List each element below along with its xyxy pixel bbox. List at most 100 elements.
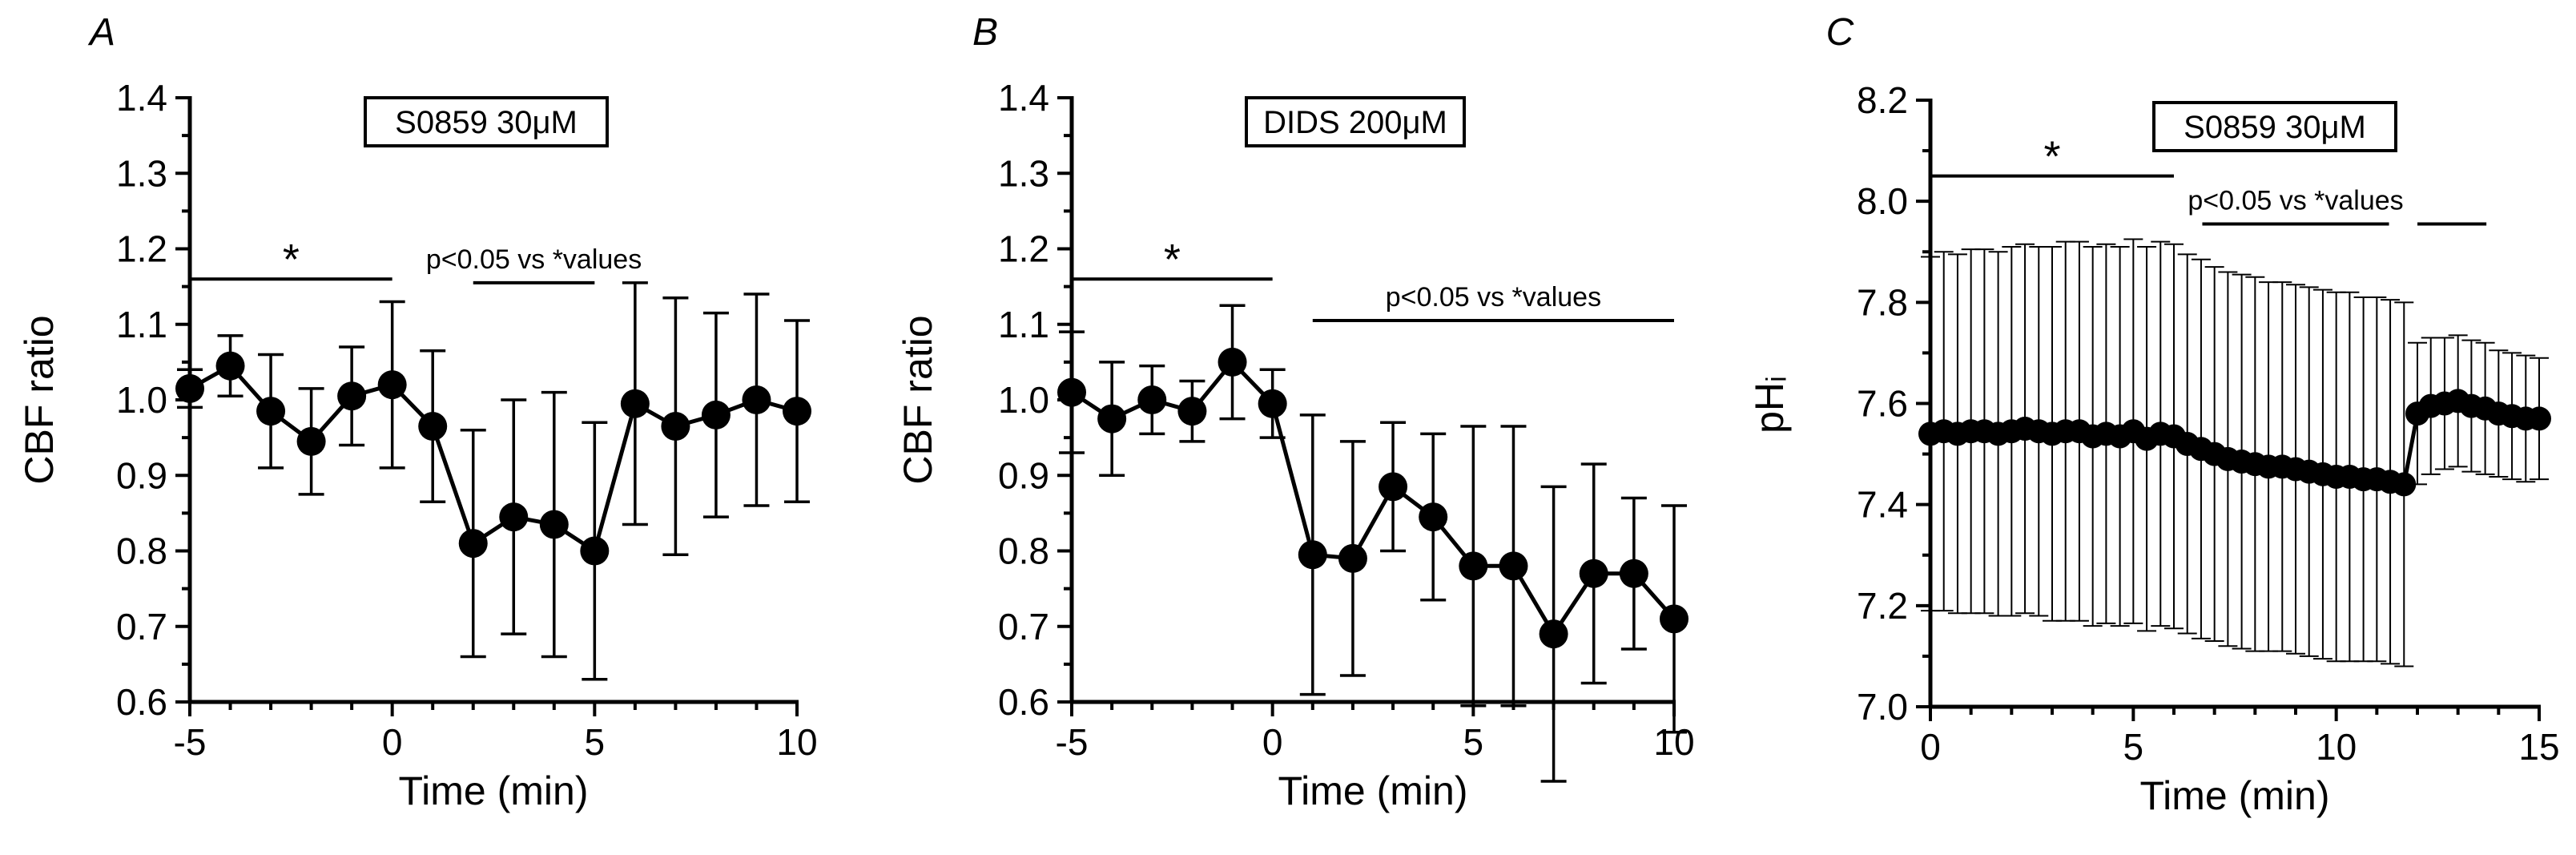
x-axis-label: Time (min) — [2139, 773, 2329, 818]
y-tick-label: 0.9 — [998, 454, 1049, 496]
data-point — [1298, 540, 1327, 570]
y-tick-label: 1.0 — [116, 379, 167, 421]
panel-a: A 0.6 0.7 0.8 0.9 1.0 1.1 1.2 1.3 1.4 -5 0 5 10 Time (… — [17, 11, 818, 813]
y-tick-label: 7.2 — [1857, 585, 1908, 627]
x-tick-label: -5 — [174, 721, 207, 763]
y-tick-label: 0.9 — [116, 454, 167, 496]
y-tick-label: 0.8 — [998, 530, 1049, 572]
data-point — [1419, 502, 1448, 532]
y-axis-label: CBF ratio — [17, 315, 62, 484]
series-line — [1070, 359, 1676, 638]
y-tick-label: 0.7 — [998, 606, 1049, 647]
data-point — [1097, 404, 1127, 434]
y-tick-label: 1.3 — [116, 152, 167, 194]
data-point — [1459, 551, 1488, 581]
y-tick-label: 1.3 — [998, 152, 1049, 194]
title-box — [1245, 96, 1466, 147]
data-point — [1379, 472, 1408, 502]
y-tick-label: 8.0 — [1857, 180, 1908, 222]
significance-note: p<0.05 vs *values — [1386, 282, 1601, 313]
data-point — [2527, 406, 2551, 431]
chart-title: S0859 30μM — [2184, 110, 2366, 145]
x-axis-label: Time (min) — [398, 768, 588, 813]
data-point — [256, 397, 286, 426]
panel-label: B — [972, 11, 998, 54]
data-point — [1619, 559, 1648, 588]
y-tick-label: 1.4 — [998, 77, 1049, 119]
significance-star: * — [2043, 133, 2060, 181]
y-tick-label: 1.1 — [116, 304, 167, 345]
y-tick-label: 0.6 — [116, 681, 167, 723]
chart-title: DIDS 200μM — [1263, 105, 1447, 140]
data-point — [783, 397, 811, 426]
x-tick-label: 0 — [382, 721, 403, 763]
y-tick-label: 7.0 — [1857, 686, 1908, 728]
data-point — [1579, 559, 1608, 588]
data-point — [620, 389, 650, 418]
x-tick-label: -5 — [1056, 721, 1089, 763]
data-point — [1338, 543, 1367, 573]
y-tick-label: 0.8 — [116, 530, 167, 572]
chart-title: S0859 30μM — [395, 105, 578, 140]
y-tick-label: 1.0 — [998, 379, 1049, 421]
panel-label: C — [1826, 11, 1854, 54]
x-tick-label: 5 — [1463, 721, 1484, 763]
data-point — [215, 351, 245, 381]
x-tick-label: 0 — [1262, 721, 1283, 763]
y-tick-label: 1.1 — [998, 304, 1049, 345]
panel-label: A — [87, 11, 115, 54]
x-tick-label: 10 — [776, 721, 817, 763]
series-0 — [175, 281, 811, 681]
y-axis-label: pHᵢ — [1747, 376, 1792, 434]
y-tick-label: 1.2 — [116, 228, 167, 270]
panel-c: C 7.0 7.2 7.4 7.6 7.8 8.0 8.2 0 5 10 15 Time (min) pH… — [1747, 11, 2560, 818]
title-box — [364, 96, 609, 147]
y-tick-label: 7.8 — [1857, 281, 1908, 323]
data-point — [499, 502, 529, 532]
y-tick-label: 8.2 — [1857, 79, 1908, 121]
x-tick-label: 10 — [2316, 726, 2357, 768]
data-point — [1258, 389, 1287, 418]
x-tick-label: 5 — [2123, 726, 2144, 768]
data-point — [1539, 619, 1568, 649]
data-point — [701, 400, 731, 430]
y-tick-label: 1.4 — [116, 77, 167, 119]
x-axis-label: Time (min) — [1278, 768, 1467, 813]
x-tick-label: 0 — [1920, 726, 1941, 768]
series-0 — [1057, 304, 1688, 783]
y-tick-label: 0.6 — [998, 681, 1049, 723]
y-axis-label: CBF ratio — [896, 315, 940, 484]
data-point — [2392, 472, 2417, 497]
data-point — [1660, 604, 1688, 634]
x-tick-label: 5 — [585, 721, 606, 763]
significance-star: * — [1164, 236, 1181, 284]
data-point — [1137, 385, 1167, 414]
data-point — [377, 370, 407, 400]
data-point — [580, 536, 610, 566]
y-tick-label: 7.4 — [1857, 484, 1908, 526]
data-point — [539, 510, 569, 539]
significance-note: p<0.05 vs *values — [426, 244, 642, 275]
data-point — [418, 411, 448, 441]
title-box — [2152, 101, 2397, 152]
data-point — [742, 385, 771, 414]
data-point — [1057, 377, 1086, 407]
data-point — [1218, 347, 1247, 377]
significance-note: p<0.05 vs *values — [2188, 186, 2403, 216]
data-point — [1499, 551, 1528, 581]
y-tick-label: 0.7 — [116, 606, 167, 647]
data-point — [296, 426, 326, 456]
data-point — [661, 411, 690, 441]
significance-star: * — [283, 236, 300, 284]
series-0 — [1918, 238, 2551, 667]
data-point — [337, 381, 367, 411]
data-point — [458, 529, 488, 559]
y-tick-label: 7.6 — [1857, 383, 1908, 425]
y-tick-label: 1.2 — [998, 228, 1049, 270]
x-tick-label: 15 — [2518, 726, 2559, 768]
series-line — [188, 363, 798, 555]
data-point — [1177, 397, 1207, 426]
data-point — [175, 373, 204, 403]
